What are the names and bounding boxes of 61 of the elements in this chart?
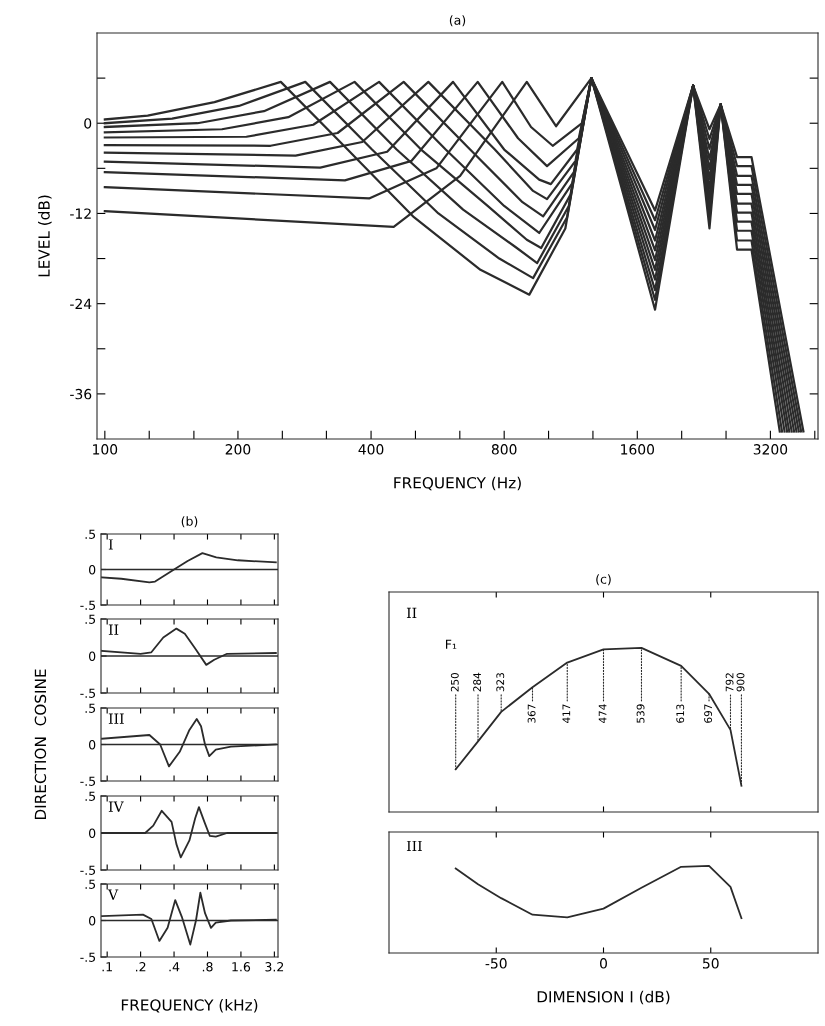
x-tick-label: 200: [225, 444, 251, 455]
text: III: [406, 840, 422, 852]
y-axis-title: LEVEL (dB): [38, 195, 52, 277]
y-tick-label: .5: [85, 879, 96, 889]
y-tick-label: 0: [89, 564, 96, 575]
x-tick-label: 3.2: [265, 962, 284, 972]
annotation: 697: [704, 704, 713, 723]
annotation: 792: [725, 673, 734, 692]
y-tick-label: -12: [70, 208, 91, 219]
annotation: 284: [473, 672, 482, 692]
chart-title: (b): [181, 516, 198, 528]
annotation: II: [108, 624, 119, 635]
chart-title: (a): [449, 15, 466, 27]
y-tick-label: 0: [89, 651, 96, 661]
annotation: 367: [527, 704, 536, 723]
y-tick-label: -36: [70, 388, 92, 400]
x-tick-label: .2: [135, 962, 146, 972]
y-tick-label: 0: [89, 828, 96, 838]
x-axis-title: FREQUENCY (Hz): [394, 476, 521, 491]
x-tick-label: 50: [702, 958, 719, 969]
x-tick-label: -50: [485, 958, 507, 969]
y-tick-label: .5: [85, 703, 96, 713]
annotation: 900: [736, 672, 745, 692]
y-tick-label: .5: [85, 614, 96, 624]
x-axis-title: DIMENSION I (dB): [537, 990, 670, 1005]
x-tick-label: .1: [102, 962, 112, 972]
x-axis-title: FREQUENCY (kHz): [121, 998, 258, 1013]
x-tick-label: 3200: [753, 444, 788, 455]
x-tick-label: 100: [93, 444, 118, 455]
x-tick-label: .4: [169, 962, 180, 972]
y-tick-label: 0: [89, 915, 96, 926]
annotation: I: [108, 539, 113, 550]
x-tick-label: 1.6: [232, 962, 251, 972]
y-tick-label: -.5: [80, 865, 96, 875]
y-tick-label: -.5: [80, 600, 96, 610]
annotation: F₁: [446, 639, 457, 649]
text: II: [406, 607, 417, 618]
annotation: V: [107, 889, 119, 900]
y-axis-title: DIRECTION COSINE: [34, 669, 47, 820]
y-tick-label: 0: [84, 118, 92, 129]
y-tick-label: -.5: [80, 688, 96, 698]
annotation: 323: [496, 673, 505, 692]
x-tick-label: 0: [600, 958, 607, 969]
y-tick-label: -.5: [80, 952, 96, 962]
x-tick-label: .8: [202, 962, 213, 972]
x-tick-label: 800: [491, 444, 517, 455]
annotation: IV: [108, 801, 124, 812]
annotation: 613: [676, 704, 685, 723]
y-tick-label: 0: [89, 739, 96, 750]
x-tick-label: 1600: [621, 444, 655, 455]
annotation: 417: [562, 704, 571, 724]
x-tick-label: 400: [358, 444, 384, 455]
y-tick-label: -24: [70, 298, 92, 309]
y-tick-label: -.5: [80, 776, 96, 786]
annotation: 250: [450, 672, 459, 692]
annotation: III: [108, 713, 124, 724]
y-tick-label: .5: [85, 791, 96, 801]
y-tick-label: .5: [85, 529, 96, 539]
chart-title: (c): [596, 574, 611, 586]
annotation: 474: [598, 704, 607, 724]
annotation: 539: [636, 704, 645, 723]
